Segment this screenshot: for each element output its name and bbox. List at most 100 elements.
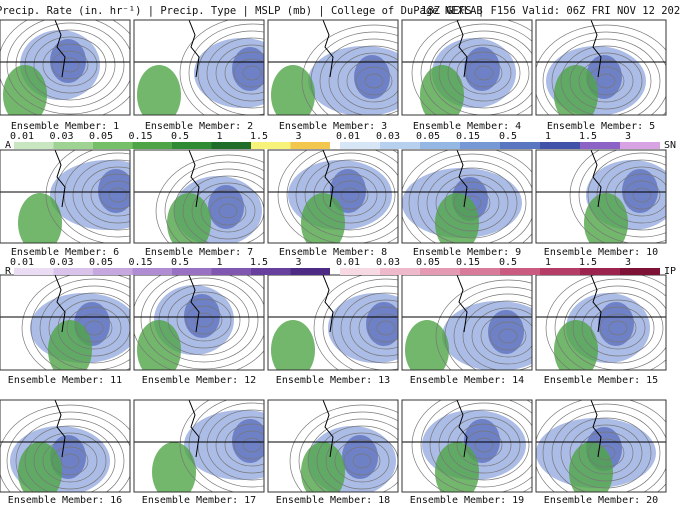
snow-core xyxy=(208,185,244,229)
colorbar-tick-label: 0.01 xyxy=(10,257,34,268)
colorbar-segment xyxy=(172,268,212,275)
colorbar-tick-label: 0.03 xyxy=(376,131,400,142)
colorbar-segment xyxy=(620,142,660,149)
panel-border xyxy=(0,149,131,244)
member-label: Ensemble Member: 3 xyxy=(279,121,387,132)
member-label: Ensemble Member: 16 xyxy=(8,495,122,506)
isobar xyxy=(75,313,113,343)
coastline xyxy=(322,400,334,458)
snow-core xyxy=(598,302,634,346)
isobar xyxy=(164,161,264,243)
isobar xyxy=(444,286,532,370)
isobar xyxy=(474,65,494,81)
isobar xyxy=(569,52,643,110)
isobar xyxy=(417,160,527,243)
isobar xyxy=(167,291,241,349)
isobar xyxy=(194,312,214,328)
rain-area xyxy=(152,442,196,492)
member-label: Ensemble Member: 19 xyxy=(410,495,524,506)
isobar xyxy=(435,174,509,232)
isobar xyxy=(277,150,398,243)
isobar xyxy=(316,425,398,492)
colorbar-segment xyxy=(172,142,212,149)
isobar xyxy=(444,181,500,225)
isobar xyxy=(242,437,262,453)
isobar xyxy=(209,196,247,226)
colorbar-tick-label: 1.5 xyxy=(250,131,268,142)
colorbar-segment xyxy=(580,142,620,149)
isobar xyxy=(623,180,661,210)
isobar xyxy=(411,20,532,115)
map-panel xyxy=(268,400,398,492)
isobar xyxy=(349,299,398,357)
map-panel xyxy=(0,275,130,370)
isobar xyxy=(474,437,494,453)
isobar xyxy=(224,423,264,467)
colorbar-tick-label: 0.01 xyxy=(336,257,360,268)
colorbar-tick-label: 0.01 xyxy=(10,131,34,142)
rain-area xyxy=(137,320,181,370)
isobar xyxy=(60,57,80,73)
colorbar-tick-label: 0.05 xyxy=(416,257,440,268)
map-panel xyxy=(402,150,532,243)
colorbar-segment xyxy=(290,142,330,149)
isobar xyxy=(206,37,264,109)
isobar xyxy=(569,150,606,243)
snow-core xyxy=(622,169,658,213)
isobar xyxy=(99,180,130,210)
isobar xyxy=(242,65,262,81)
member-label: Ensemble Member: 5 xyxy=(547,121,655,132)
colorbar-tick-label: 0.01 xyxy=(336,131,360,142)
isobar xyxy=(447,44,521,102)
isobar xyxy=(471,307,532,365)
isobar xyxy=(66,306,122,350)
isobar xyxy=(438,409,530,481)
colorbar-segment xyxy=(380,268,420,275)
isobar xyxy=(587,152,666,238)
panel-border xyxy=(133,399,265,493)
isobar xyxy=(551,38,661,115)
isobar xyxy=(30,278,130,370)
colorbar-tick-label: 0.15 xyxy=(128,131,152,142)
isobar xyxy=(334,439,390,483)
colorbar-tick-label: 0.03 xyxy=(49,257,73,268)
isobar xyxy=(367,313,398,343)
member-label: Ensemble Member: 13 xyxy=(276,375,390,386)
colorbar-segment xyxy=(340,142,380,149)
isobar xyxy=(587,66,625,96)
colorbar-segment xyxy=(53,268,93,275)
colorbar-segment xyxy=(500,268,540,275)
coastline xyxy=(188,150,200,208)
rain-area xyxy=(271,320,315,370)
isobar xyxy=(188,400,236,492)
map-panel xyxy=(134,275,264,370)
isobar xyxy=(325,432,398,490)
isobar xyxy=(319,38,398,115)
isobar xyxy=(155,154,264,243)
rain-area xyxy=(271,65,315,115)
isobar xyxy=(364,73,384,89)
colorbar-tick-label: 0.15 xyxy=(456,257,480,268)
isobar xyxy=(313,275,365,370)
rain-area xyxy=(405,320,449,370)
map-panel xyxy=(268,150,398,243)
colorbar-tick-label: 0.5 xyxy=(499,131,517,142)
rain-area xyxy=(301,193,345,243)
snow-core xyxy=(342,435,378,479)
isobar xyxy=(331,285,398,370)
isobar xyxy=(21,275,130,370)
colorbar-tick-label: 0.5 xyxy=(171,131,189,142)
colorbar-segment xyxy=(211,142,251,149)
colorbar-segment xyxy=(460,142,500,149)
snow-core xyxy=(232,419,264,463)
map-panel xyxy=(402,20,532,115)
rain-area xyxy=(48,320,92,370)
colorbar-tick-label: 0.03 xyxy=(376,257,400,268)
isobar xyxy=(453,293,532,370)
isobar xyxy=(301,24,398,115)
isobar xyxy=(304,159,396,231)
colorbar-tick-label: 1.5 xyxy=(250,257,268,268)
isobar xyxy=(462,300,532,370)
isobar xyxy=(355,66,393,96)
coastline xyxy=(54,20,66,78)
